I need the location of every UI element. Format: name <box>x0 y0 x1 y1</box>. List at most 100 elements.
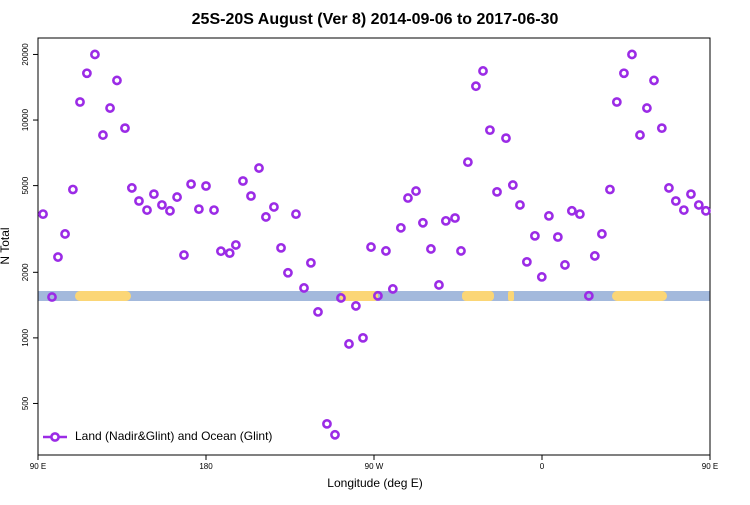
point <box>291 209 301 220</box>
point <box>126 183 137 193</box>
x-tick-label: 90 W <box>365 462 384 471</box>
point <box>246 191 256 201</box>
y-tick-label: 2000 <box>21 263 30 281</box>
point <box>75 97 85 107</box>
point <box>485 125 495 136</box>
point <box>387 284 398 294</box>
point <box>544 211 554 221</box>
point <box>142 205 152 215</box>
y-tick-label: 1000 <box>21 328 30 346</box>
point <box>656 123 667 134</box>
point <box>172 192 182 202</box>
point <box>434 280 444 290</box>
point <box>456 246 466 256</box>
point <box>530 230 540 241</box>
land-band <box>462 291 494 301</box>
point <box>344 339 354 349</box>
point <box>642 103 652 113</box>
y-tick-label: 10000 <box>21 108 30 131</box>
chart-title: 25S-20S August (Ver 8) 2014-09-06 to 201… <box>192 11 559 28</box>
point <box>157 200 167 210</box>
y-tick-label: 500 <box>21 396 30 410</box>
y-axis-label: N Total <box>0 227 12 264</box>
point <box>492 186 502 197</box>
x-tick-label: 90 E <box>702 462 718 471</box>
point <box>450 213 460 223</box>
legend-label: Land (Nadir&Glint) and Ocean (Glint) <box>75 429 272 443</box>
point <box>627 49 637 60</box>
point <box>426 244 436 254</box>
point <box>471 81 481 92</box>
point <box>418 217 428 228</box>
point <box>149 189 159 200</box>
point <box>82 68 92 79</box>
x-axis-label: Longitude (deg E) <box>327 476 422 490</box>
legend-marker <box>50 432 60 442</box>
land-band <box>508 291 514 301</box>
point <box>411 186 421 196</box>
point <box>597 229 607 239</box>
point <box>693 200 704 210</box>
point <box>560 260 570 270</box>
point <box>536 272 547 282</box>
point <box>98 130 108 140</box>
point <box>515 200 525 210</box>
point <box>53 252 63 262</box>
point <box>605 184 615 195</box>
point <box>90 49 100 60</box>
point <box>574 209 585 220</box>
point <box>322 418 332 429</box>
point <box>611 97 622 107</box>
point <box>134 196 144 206</box>
land-band <box>340 291 378 301</box>
point <box>395 222 406 233</box>
point <box>649 75 659 86</box>
point <box>201 181 211 191</box>
point <box>105 103 115 113</box>
point <box>583 290 594 301</box>
point <box>230 240 241 250</box>
point <box>165 205 175 216</box>
point <box>112 75 122 86</box>
point <box>120 123 130 134</box>
point <box>381 246 391 256</box>
point <box>700 205 711 216</box>
point <box>501 133 511 144</box>
land-band <box>612 291 667 301</box>
point <box>373 290 383 301</box>
point <box>589 251 600 261</box>
point <box>299 283 309 293</box>
point <box>619 68 629 79</box>
point <box>269 202 279 212</box>
point <box>664 183 674 193</box>
x-tick-label: 180 <box>199 462 213 471</box>
point <box>552 232 563 242</box>
point <box>194 204 204 215</box>
point <box>686 189 696 200</box>
point <box>366 242 376 252</box>
point <box>670 196 681 206</box>
point <box>566 205 577 216</box>
point <box>68 184 78 195</box>
point <box>238 176 248 186</box>
point <box>350 301 361 311</box>
point <box>478 66 488 76</box>
point <box>521 256 532 267</box>
point <box>186 179 196 190</box>
point <box>179 250 189 260</box>
point <box>403 193 413 203</box>
point <box>306 257 316 268</box>
x-tick-label: 0 <box>540 462 545 471</box>
point <box>635 130 645 140</box>
point <box>216 246 226 257</box>
point <box>330 429 340 440</box>
y-tick-label: 20000 <box>21 43 30 66</box>
point <box>507 180 518 190</box>
point <box>47 292 57 302</box>
y-tick-label: 5000 <box>21 176 30 194</box>
point <box>462 157 473 168</box>
point <box>261 212 271 222</box>
point <box>60 229 70 239</box>
point <box>358 332 368 343</box>
